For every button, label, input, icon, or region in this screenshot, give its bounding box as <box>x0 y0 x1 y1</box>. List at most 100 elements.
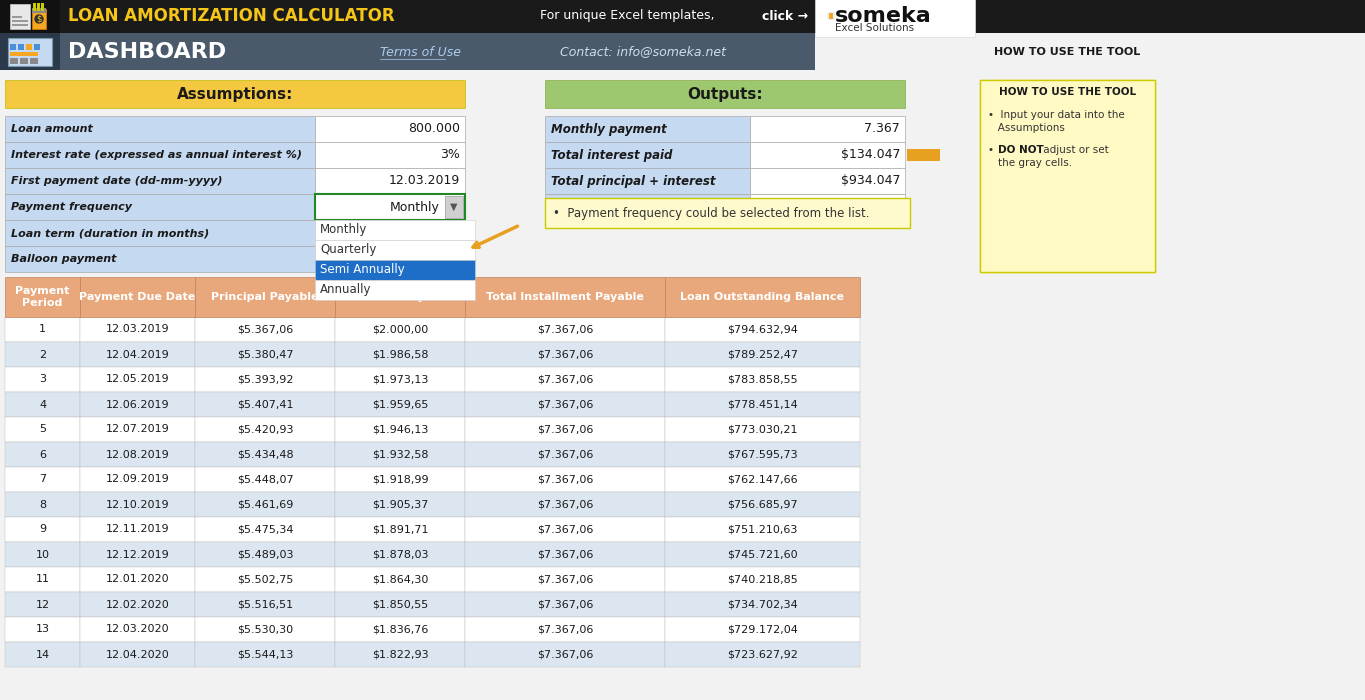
Bar <box>10 9 20 15</box>
Text: 6: 6 <box>40 449 46 459</box>
Bar <box>18 16 25 26</box>
Bar <box>465 467 665 492</box>
Bar <box>665 392 860 417</box>
Bar <box>334 392 465 417</box>
Bar <box>81 467 195 492</box>
Text: Monthly payment: Monthly payment <box>551 122 666 136</box>
Bar <box>315 142 465 168</box>
Bar <box>5 194 315 220</box>
Bar <box>29 53 35 62</box>
Text: Payment frequency: Payment frequency <box>11 202 132 212</box>
Text: $762.147,66: $762.147,66 <box>728 475 797 484</box>
Bar <box>334 517 465 542</box>
Text: 11: 11 <box>35 575 49 584</box>
Text: $5.434,48: $5.434,48 <box>236 449 293 459</box>
Bar <box>749 116 905 142</box>
Bar <box>5 108 465 116</box>
Bar <box>665 467 860 492</box>
Text: $7.367,06: $7.367,06 <box>536 524 594 535</box>
Text: HOW TO USE THE TOOL: HOW TO USE THE TOOL <box>999 87 1136 97</box>
Bar <box>315 280 475 300</box>
Text: $5.516,51: $5.516,51 <box>238 599 293 610</box>
Bar <box>5 642 81 667</box>
Text: $7.367,06: $7.367,06 <box>536 424 594 435</box>
Bar <box>8 6 29 28</box>
Text: 14: 14 <box>35 650 49 659</box>
Text: $740.218,85: $740.218,85 <box>728 575 799 584</box>
Bar <box>31 8 46 13</box>
Bar <box>195 467 334 492</box>
Text: $783.858,55: $783.858,55 <box>728 374 797 384</box>
Text: $723.627,92: $723.627,92 <box>728 650 799 659</box>
Text: Total interest paid: Total interest paid <box>551 148 673 162</box>
Text: 3%: 3% <box>440 148 460 162</box>
Circle shape <box>827 12 835 20</box>
Text: 12.12.2019: 12.12.2019 <box>105 550 169 559</box>
Bar <box>5 168 315 194</box>
Bar <box>545 108 905 116</box>
Text: $794.632,94: $794.632,94 <box>728 325 799 335</box>
Bar <box>81 417 195 442</box>
Bar <box>465 417 665 442</box>
Text: $934.047: $934.047 <box>841 174 900 188</box>
Bar <box>465 492 665 517</box>
Bar <box>14 38 18 66</box>
Bar <box>26 44 31 50</box>
Text: 10: 10 <box>35 550 49 559</box>
Text: $5.530,30: $5.530,30 <box>238 624 293 634</box>
Bar <box>37 3 40 11</box>
Text: 800.000: 800.000 <box>408 122 460 136</box>
Text: $5.367,06: $5.367,06 <box>238 325 293 335</box>
Text: $756.685,97: $756.685,97 <box>728 500 797 510</box>
Text: 12.03.2019: 12.03.2019 <box>105 325 169 335</box>
Text: Principal Payable: Principal Payable <box>212 292 319 302</box>
Text: $773.030,21: $773.030,21 <box>728 424 797 435</box>
Text: $1.822,93: $1.822,93 <box>371 650 429 659</box>
Bar <box>195 567 334 592</box>
Text: Semi Annually: Semi Annually <box>319 263 405 276</box>
Bar <box>665 442 860 467</box>
Bar <box>465 567 665 592</box>
Text: $7.367,06: $7.367,06 <box>536 650 594 659</box>
Text: Balloon payment: Balloon payment <box>11 254 116 264</box>
Bar <box>334 277 465 317</box>
Bar <box>81 567 195 592</box>
Bar <box>5 392 81 417</box>
Text: $7.367,06: $7.367,06 <box>536 475 594 484</box>
Bar <box>0 0 1365 33</box>
Text: DO NOT: DO NOT <box>998 145 1044 155</box>
Bar <box>33 3 35 11</box>
Text: $2.000,00: $2.000,00 <box>371 325 429 335</box>
Text: Total principal + interest: Total principal + interest <box>551 174 715 188</box>
Bar <box>445 196 463 218</box>
Bar <box>545 194 749 220</box>
Bar <box>195 642 334 667</box>
Bar <box>81 517 195 542</box>
Bar <box>34 44 40 50</box>
Bar <box>465 367 665 392</box>
Bar <box>980 80 1155 272</box>
Bar <box>315 240 475 260</box>
Text: 12.08.2019: 12.08.2019 <box>105 449 169 459</box>
Text: $1.959,65: $1.959,65 <box>371 400 429 410</box>
Text: the gray cells.: the gray cells. <box>998 158 1072 168</box>
Bar <box>315 194 465 220</box>
Text: $5.461,69: $5.461,69 <box>236 500 293 510</box>
Bar <box>5 220 315 246</box>
Bar <box>665 277 860 317</box>
Text: 12.03.2020: 12.03.2020 <box>105 624 169 634</box>
Bar <box>465 442 665 467</box>
Text: $1.918,99: $1.918,99 <box>371 475 429 484</box>
Bar <box>665 542 860 567</box>
Bar <box>334 342 465 367</box>
Bar <box>0 70 1001 80</box>
Bar <box>195 542 334 567</box>
Text: ▼: ▼ <box>450 202 457 212</box>
Bar <box>10 58 18 64</box>
Bar <box>315 168 465 194</box>
Text: $1.850,55: $1.850,55 <box>371 599 429 610</box>
Bar <box>5 467 81 492</box>
Text: $7.367,06: $7.367,06 <box>536 575 594 584</box>
Text: Outputs:: Outputs: <box>687 87 763 101</box>
Bar <box>334 567 465 592</box>
